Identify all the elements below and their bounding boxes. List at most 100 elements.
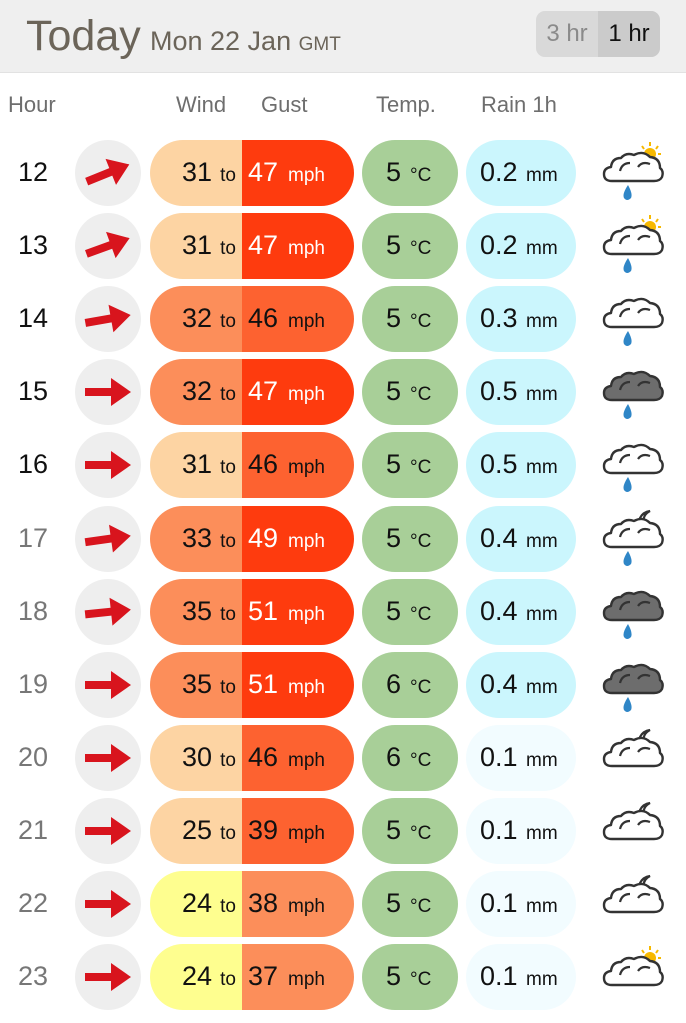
rain-unit: mm <box>526 603 558 625</box>
temperature-value: 6 <box>386 668 402 699</box>
table-row[interactable]: 12 31 to 47 mph 5 °C 0.2 mm <box>0 139 686 207</box>
gust-speed: 37 <box>248 961 279 992</box>
rain-unit: mm <box>526 749 558 771</box>
speed-unit: mph <box>288 676 325 698</box>
wind-speed: 24 <box>181 888 212 918</box>
temperature-pill: 5 °C <box>362 505 458 572</box>
interval-toggle[interactable]: 3 hr 1 hr <box>536 11 660 57</box>
temperature-unit: °C <box>410 311 432 333</box>
table-row[interactable]: 13 31 to 47 mph 5 °C 0.2 mm <box>0 212 686 280</box>
gust-speed-cell: 37 mph <box>242 944 354 1011</box>
temperature-pill: 5 °C <box>362 578 458 645</box>
speed-unit: mph <box>288 238 325 260</box>
rain-pill: 0.2 mm <box>466 213 576 280</box>
speed-unit: mph <box>288 896 325 917</box>
rain-value: 0.1 <box>480 814 518 845</box>
rain-pill: 0.2 mm <box>466 140 576 206</box>
rain-value: 0.2 <box>480 230 518 261</box>
temperature-unit: °C <box>410 457 432 479</box>
table-row[interactable]: 16 31 to 46 mph 5 °C 0.5 mm <box>0 431 686 499</box>
wind-speed: 25 <box>181 814 212 845</box>
table-row[interactable]: 18 35 to 51 mph 5 °C 0.4 mm <box>0 578 686 646</box>
wind-to-label: to <box>220 603 236 625</box>
rain-unit: mm <box>526 457 558 479</box>
wind-arrow-icon <box>85 816 131 845</box>
sun-cloud-rain-icon <box>598 141 668 205</box>
table-row[interactable]: 17 33 to 49 mph 5 °C 0.4 mm <box>0 505 686 573</box>
temperature-pill: 5 °C <box>362 140 458 206</box>
sun-cloud-rain-icon <box>598 214 668 278</box>
wind-speed: 31 <box>181 449 212 480</box>
wind-to-label: to <box>220 384 236 406</box>
wind-speed: 33 <box>181 522 212 553</box>
wind-speed-cell: 30 to <box>150 724 242 791</box>
wind-speed: 35 <box>181 668 212 699</box>
wind-arrow-icon <box>85 743 131 772</box>
temperature-pill: 5 °C <box>362 359 458 426</box>
temperature-value: 5 <box>386 449 402 480</box>
hour-label: 14 <box>17 303 49 334</box>
temperature-pill: 6 °C <box>362 724 458 791</box>
rain-value: 0.3 <box>480 303 518 334</box>
temperature-unit: °C <box>410 603 432 625</box>
wind-arrow-icon <box>85 670 131 699</box>
hour-label: 16 <box>17 449 49 480</box>
wind-gust-pill: 25 to 39 mph <box>150 797 354 864</box>
table-row[interactable]: 22 24 to 38 mph 5 °C 0.1 mm <box>0 870 686 938</box>
rain-unit: mm <box>526 896 558 917</box>
table-row[interactable]: 20 30 to 46 mph 6 °C 0.1 mm <box>0 724 686 792</box>
column-header-temp: Temp. <box>376 92 436 117</box>
wind-gust-pill: 24 to 38 mph <box>150 871 354 937</box>
interval-1hr-button[interactable]: 1 hr <box>598 11 660 57</box>
rain-unit: mm <box>526 384 558 406</box>
wind-speed-cell: 31 to <box>150 140 242 206</box>
temperature-pill: 5 °C <box>362 286 458 353</box>
wind-speed: 24 <box>181 961 212 992</box>
wind-gust-pill: 35 to 51 mph <box>150 578 354 645</box>
wind-direction <box>75 871 141 937</box>
temperature-value: 5 <box>386 522 402 553</box>
column-header-wind: Wind <box>176 92 227 117</box>
gust-speed-cell: 46 mph <box>242 286 354 353</box>
gust-speed-cell: 46 mph <box>242 432 354 499</box>
gust-speed: 49 <box>248 522 279 553</box>
wind-arrow-icon <box>84 597 131 626</box>
wind-to-label: to <box>220 676 236 698</box>
rain-value: 0.4 <box>480 595 518 626</box>
gust-speed-cell: 51 mph <box>242 651 354 718</box>
temperature-unit: °C <box>410 896 432 917</box>
temperature-unit: °C <box>410 969 432 991</box>
wind-speed: 31 <box>181 230 212 261</box>
rain-pill: 0.4 mm <box>466 505 576 572</box>
wind-to-label: to <box>220 530 236 552</box>
gust-speed: 46 <box>248 449 279 480</box>
wind-direction <box>75 359 141 426</box>
interval-3hr-button[interactable]: 3 hr <box>546 20 588 47</box>
gust-speed: 47 <box>248 230 279 261</box>
wind-arrow-icon <box>84 524 131 552</box>
table-row[interactable]: 14 32 to 46 mph 5 °C 0.3 mm <box>0 285 686 353</box>
rain-pill: 0.4 mm <box>466 651 576 718</box>
gust-speed: 47 <box>248 157 279 187</box>
table-row[interactable]: 21 25 to 39 mph 5 °C 0.1 mm <box>0 797 686 865</box>
hour-label: 13 <box>17 230 49 261</box>
temperature-unit: °C <box>410 822 432 844</box>
wind-arrow-icon <box>85 963 131 992</box>
temperature-unit: °C <box>410 384 432 406</box>
wind-speed-cell: 31 to <box>150 432 242 499</box>
timezone-label: GMT <box>298 34 341 55</box>
rain-value: 0.4 <box>480 522 518 553</box>
wind-to-label: to <box>220 896 236 917</box>
gust-speed: 38 <box>248 888 279 918</box>
table-row[interactable]: 19 35 to 51 mph 6 °C 0.4 mm <box>0 651 686 719</box>
rain-pill: 0.5 mm <box>466 359 576 426</box>
table-row[interactable]: 15 32 to 47 mph 5 °C 0.5 mm <box>0 358 686 426</box>
wind-to-label: to <box>220 822 236 844</box>
table-row[interactable]: 23 24 to 37 mph 5 °C 0.1 mm <box>0 943 686 1011</box>
wind-to-label: to <box>220 238 236 260</box>
wind-direction <box>75 286 141 353</box>
wind-speed: 32 <box>181 303 212 334</box>
temperature-value: 5 <box>386 888 402 918</box>
column-header-rain: Rain 1h <box>481 92 557 117</box>
wind-speed-cell: 31 to <box>150 213 242 280</box>
